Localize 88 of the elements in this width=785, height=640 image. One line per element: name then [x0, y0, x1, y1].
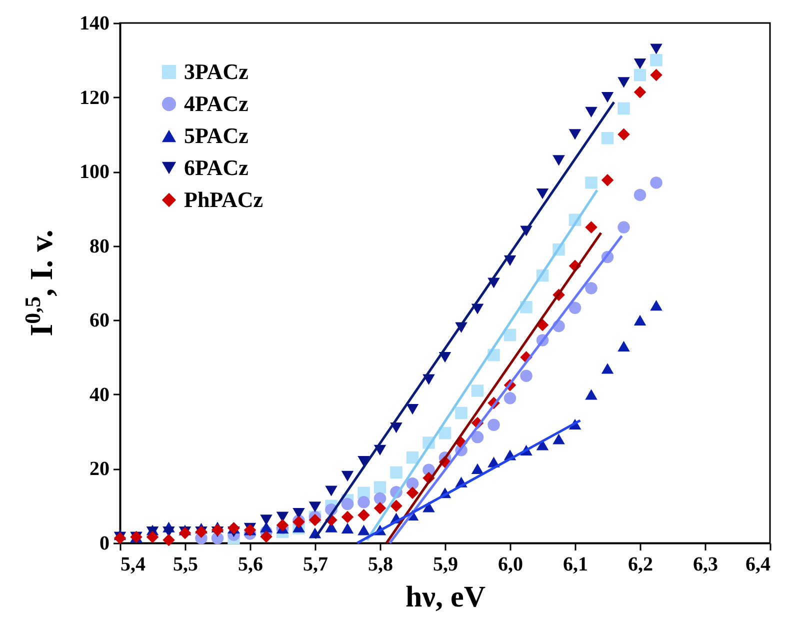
point — [325, 486, 338, 496]
point — [618, 128, 630, 141]
point — [650, 300, 662, 311]
point — [634, 188, 646, 202]
point — [552, 434, 565, 444]
x-tick-label: 5,9 — [433, 554, 458, 576]
point — [358, 509, 370, 522]
point — [276, 519, 289, 532]
y-tick-label: 140 — [80, 12, 110, 34]
point — [618, 77, 630, 88]
point — [341, 522, 354, 534]
legend-label: PhPACz — [184, 187, 264, 212]
point — [455, 406, 468, 420]
point — [260, 514, 272, 526]
point — [618, 221, 630, 234]
point — [146, 530, 159, 544]
point — [568, 129, 582, 140]
x-tick-label: 5,4 — [120, 554, 146, 576]
x-tick-label: 6,3 — [693, 554, 718, 576]
x-tick-label: 6,2 — [628, 554, 653, 576]
x-tick-label: 5,8 — [368, 554, 393, 576]
point — [308, 514, 322, 526]
y-tick-label: 0 — [100, 532, 110, 554]
point — [406, 404, 419, 415]
point — [406, 477, 419, 490]
y-tick-label: 40 — [90, 384, 110, 406]
point — [390, 466, 402, 479]
legend-label: 5PACz — [184, 123, 249, 148]
point — [358, 496, 370, 508]
point — [211, 524, 224, 536]
legend-label: 6PACz — [184, 155, 249, 180]
legend-label: 4PACz — [184, 91, 249, 116]
point — [374, 502, 386, 514]
point — [650, 68, 662, 82]
legend-label: 3PACz — [184, 59, 249, 84]
x-tick-label: 6,4 — [746, 554, 770, 576]
point — [552, 155, 565, 166]
point — [471, 463, 484, 474]
point — [520, 370, 532, 382]
point — [488, 418, 500, 431]
point — [471, 431, 484, 444]
x-tick-label: 5,7 — [303, 554, 328, 576]
point — [650, 44, 662, 54]
point — [504, 328, 516, 342]
point — [618, 340, 630, 352]
y-tick-label: 60 — [90, 310, 110, 332]
point — [601, 132, 614, 144]
point — [406, 486, 419, 499]
point — [585, 389, 598, 400]
point — [650, 54, 662, 66]
point — [162, 534, 175, 546]
point — [585, 176, 598, 189]
point — [634, 68, 646, 82]
point — [406, 451, 419, 464]
x-tick-label: 6,1 — [563, 554, 588, 576]
point — [471, 384, 484, 397]
point — [568, 302, 582, 314]
point — [634, 58, 646, 70]
point — [634, 314, 646, 326]
point — [341, 510, 354, 524]
y-tick-label: 120 — [80, 86, 110, 109]
point — [601, 174, 614, 186]
point — [585, 106, 598, 118]
y-tick-label: 80 — [90, 235, 110, 258]
point — [341, 498, 354, 510]
point — [504, 392, 516, 404]
y-tick-label: 100 — [80, 161, 110, 184]
point — [536, 188, 549, 200]
point — [601, 363, 614, 374]
point — [650, 176, 662, 189]
point — [390, 500, 402, 512]
x-tick-label: 5,5 — [173, 554, 198, 576]
point — [374, 492, 386, 505]
point — [308, 502, 322, 512]
x-axis-title: hν, eV — [405, 580, 486, 614]
point — [260, 530, 272, 543]
point — [634, 86, 646, 98]
y-tick-label: 20 — [90, 458, 110, 480]
point — [374, 481, 386, 494]
x-tick-label: 5,6 — [238, 554, 263, 576]
point — [358, 524, 370, 536]
point — [585, 221, 598, 234]
point — [618, 102, 630, 115]
point — [585, 282, 598, 294]
point — [341, 470, 354, 482]
point — [601, 92, 614, 103]
point — [358, 456, 370, 467]
x-tick-label: 6,0 — [498, 554, 523, 576]
